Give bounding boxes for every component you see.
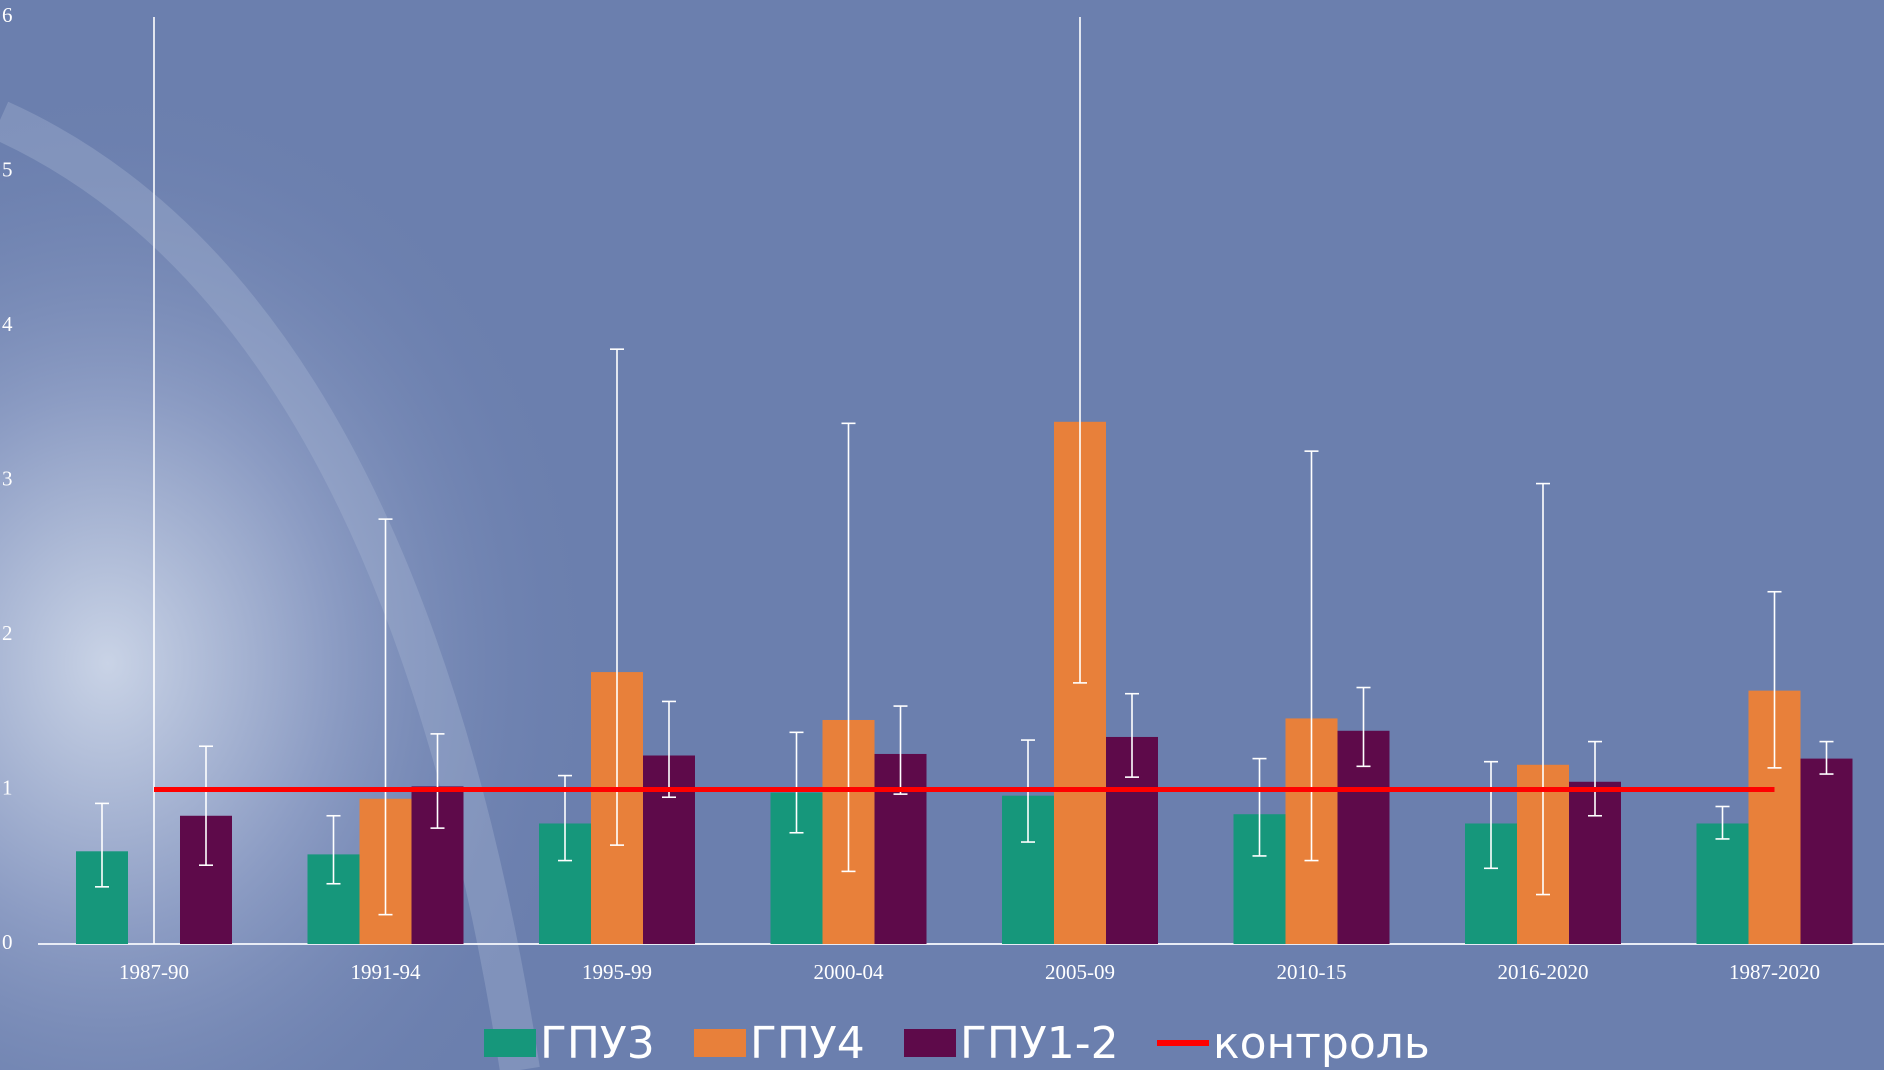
legend-label: контроль — [1213, 1018, 1430, 1069]
x-tick-label: 1991-94 — [351, 960, 421, 984]
y-tick-label: 0 — [2, 930, 13, 954]
legend-label: ГПУ1-2 — [960, 1018, 1119, 1069]
legend-label: ГПУ4 — [750, 1018, 865, 1069]
x-tick-label: 1995-99 — [582, 960, 652, 984]
y-tick-label: 5 — [2, 157, 13, 181]
x-tick-label: 1987-2020 — [1729, 960, 1820, 984]
bar — [1801, 759, 1853, 944]
y-tick-label: 2 — [2, 621, 13, 645]
y-tick-label: 6 — [2, 3, 13, 27]
y-tick-label: 3 — [2, 466, 13, 490]
chart: 0 1 2 3 4 5 6 1987-90 1991-94 1995-99 2000-04 2005-… — [0, 0, 1884, 1070]
x-tick-label: 2000-04 — [814, 960, 884, 984]
x-tick-label: 1987-90 — [119, 960, 189, 984]
x-tick-label: 2010-15 — [1277, 960, 1347, 984]
legend-swatch — [484, 1029, 536, 1057]
y-tick-label: 1 — [2, 775, 13, 799]
y-tick-label: 4 — [2, 312, 13, 336]
legend-swatch — [694, 1029, 746, 1057]
bar — [1697, 823, 1749, 944]
legend-label: ГПУ3 — [540, 1018, 655, 1069]
x-tick-label: 2016-2020 — [1498, 960, 1589, 984]
x-tick-label: 2005-09 — [1045, 960, 1115, 984]
legend-swatch — [904, 1029, 956, 1057]
